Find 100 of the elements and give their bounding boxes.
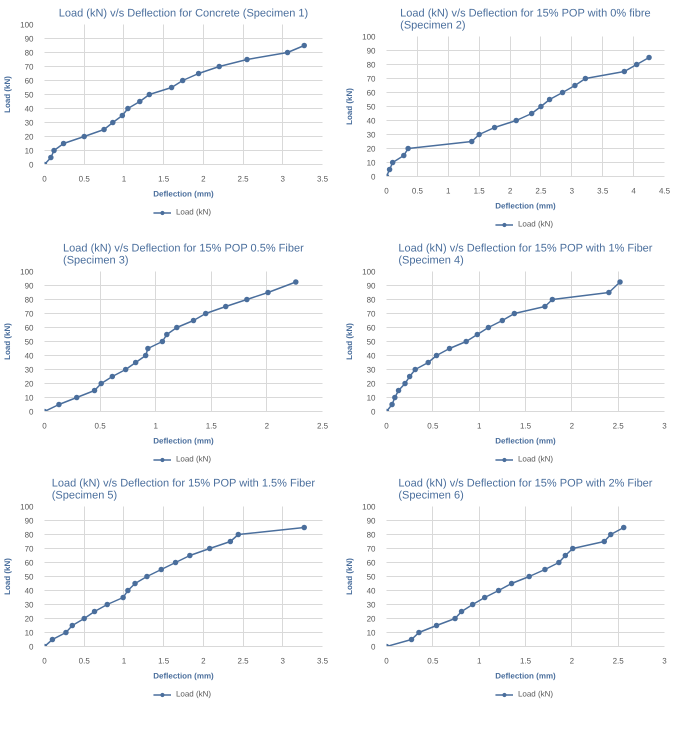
y-tick-label: 80 xyxy=(24,48,34,58)
point xyxy=(560,90,566,96)
point xyxy=(125,106,131,112)
x-tick-label: 0 xyxy=(384,186,390,196)
point xyxy=(425,360,431,366)
x-tick-label: 1.5 xyxy=(520,422,532,430)
y-tick-label: 100 xyxy=(20,268,34,276)
point xyxy=(405,146,411,152)
chart-title: Load (kN) v/s Deflection for 15% POP 0.5% Fiber (Specimen 3) xyxy=(63,242,304,266)
y-tick-label: 70 xyxy=(24,544,34,554)
x-tick-label: 0.5 xyxy=(412,186,424,196)
point xyxy=(164,332,170,338)
point xyxy=(528,110,534,116)
y-tick-label: 70 xyxy=(24,62,34,72)
point xyxy=(223,304,229,310)
legend-label: Load (kN) xyxy=(176,690,212,698)
y-tick-label: 90 xyxy=(366,282,376,290)
x-tick-label: 0 xyxy=(42,174,48,184)
point xyxy=(406,374,412,380)
legend-label: Load (kN) xyxy=(518,690,554,698)
x-tick-label: 1 xyxy=(476,422,482,430)
point xyxy=(492,124,498,130)
point xyxy=(622,68,628,74)
y-tick-label: 50 xyxy=(24,90,34,100)
point xyxy=(542,304,548,310)
point xyxy=(202,310,208,316)
legend-label: Load (kN) xyxy=(518,220,554,228)
point xyxy=(92,608,98,614)
y-tick-label: 50 xyxy=(24,338,34,346)
x-tick-label: 0.5 xyxy=(427,656,439,666)
point xyxy=(386,166,392,172)
y-tick-label: 30 xyxy=(366,366,376,374)
y-tick-label: 20 xyxy=(366,144,376,154)
point xyxy=(508,580,514,586)
x-axis-title: Deflection (mm) xyxy=(153,436,214,446)
point xyxy=(172,560,178,566)
chart-title: Load (kN) v/s Deflection for Concrete (Specimen 1) xyxy=(58,8,308,20)
x-tick-label: 3 xyxy=(662,422,668,430)
point xyxy=(620,524,626,530)
point xyxy=(562,552,568,558)
x-tick-label: 0.5 xyxy=(427,422,439,430)
point xyxy=(293,279,299,285)
point xyxy=(542,566,548,572)
point xyxy=(101,126,107,132)
y-tick-label: 90 xyxy=(24,282,34,290)
point xyxy=(392,394,398,400)
y-tick-label: 80 xyxy=(24,296,34,304)
point xyxy=(51,148,57,154)
y-tick-label: 10 xyxy=(24,628,34,638)
y-tick-label: 10 xyxy=(366,158,376,168)
y-axis-title: Load (kN) xyxy=(3,76,12,113)
y-tick-label: 0 xyxy=(371,642,376,652)
point xyxy=(458,608,464,614)
y-tick-label: 100 xyxy=(362,268,376,276)
y-tick-label: 90 xyxy=(24,516,34,526)
point xyxy=(70,622,76,628)
point xyxy=(190,318,196,324)
y-axis-title: Load (kN) xyxy=(345,322,354,360)
x-tick-label: 1.5 xyxy=(158,174,170,184)
point xyxy=(486,324,492,330)
x-axis-title: Deflection (mm) xyxy=(495,436,556,446)
x-tick-label: 2.5 xyxy=(612,656,624,666)
x-axis-title: Deflection (mm) xyxy=(153,672,214,680)
point xyxy=(452,616,458,622)
y-tick-label: 100 xyxy=(362,502,376,512)
point xyxy=(228,538,234,544)
x-tick-label: 2.5 xyxy=(238,656,250,666)
point xyxy=(206,546,212,552)
y-tick-label: 0 xyxy=(29,642,34,652)
chart-title: Load (kN) v/s Deflection for 15% POP with 2% Fiber (Specimen 6) xyxy=(398,478,653,502)
x-tick-label: 1 xyxy=(446,186,452,196)
y-tick-label: 60 xyxy=(366,88,376,98)
point xyxy=(474,332,480,338)
x-tick-label: 3.5 xyxy=(597,186,609,196)
y-tick-label: 0 xyxy=(29,160,34,170)
point xyxy=(550,296,556,302)
y-tick-label: 100 xyxy=(20,502,34,512)
y-tick-label: 10 xyxy=(24,394,34,402)
point xyxy=(301,524,307,530)
y-tick-label: 40 xyxy=(366,586,376,596)
y-axis-title: Load (kN) xyxy=(3,558,12,595)
y-tick-label: 0 xyxy=(371,408,376,416)
point xyxy=(132,360,138,366)
chart-title: Load (kN) v/s Deflection for 15% POP with 1.5% Fiber (Specimen 5) xyxy=(52,478,316,502)
chart-title: Load (kN) v/s Deflection for 15% POP with 0% fibre (Specimen 2) xyxy=(400,8,651,32)
x-tick-label: 3 xyxy=(662,656,668,666)
x-tick-label: 0.5 xyxy=(78,656,90,666)
y-tick-label: 70 xyxy=(24,310,34,318)
x-tick-label: 0 xyxy=(42,422,48,430)
point xyxy=(180,78,186,84)
y-tick-label: 90 xyxy=(366,516,376,526)
x-tick-label: 1.5 xyxy=(206,422,218,430)
y-tick-label: 20 xyxy=(24,380,34,388)
point xyxy=(81,616,87,622)
y-tick-label: 50 xyxy=(24,572,34,582)
x-axis-title: Deflection (mm) xyxy=(495,202,556,210)
y-axis-title: Load (kN) xyxy=(345,88,354,125)
x-tick-label: 2 xyxy=(201,656,206,666)
point xyxy=(168,84,174,90)
x-tick-label: 2 xyxy=(264,422,270,430)
